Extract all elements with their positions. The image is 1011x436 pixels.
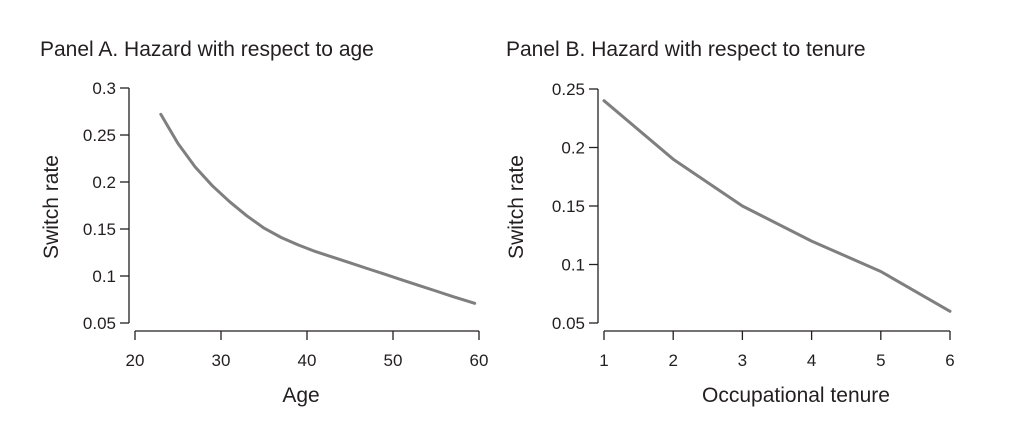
panel-b-x-tick-label: 3 [738, 351, 747, 370]
panel-a-x-tick-label: 30 [212, 351, 231, 370]
panel-a-y-tick-label: 0.15 [83, 220, 116, 239]
panel-b-y-tick-label: 0.05 [552, 314, 585, 333]
panel-a-y-tick-label: 0.05 [83, 314, 116, 333]
panel-b-x-tick-label: 2 [668, 351, 677, 370]
panel-b-y-tick-label: 0.2 [561, 139, 585, 158]
panel-a-y-tick-label: 0.25 [83, 126, 116, 145]
panel-b-x-axis-label: Occupational tenure [702, 384, 890, 407]
panel-a-x-tick-label: 20 [126, 351, 145, 370]
panel-a-y-tick-label: 0.2 [92, 173, 116, 192]
panel-a-x-tick-label: 60 [470, 351, 489, 370]
panel-b-y-tick-label: 0.25 [552, 80, 585, 99]
panel-a-chart: Panel A. Hazard with respect to age Swit… [40, 38, 488, 407]
panel-a-x-tick-label: 40 [298, 351, 317, 370]
panel-b-x-tick-label: 6 [945, 351, 954, 370]
panel-b-title: Panel B. Hazard with respect to tenure [506, 38, 866, 61]
panel-b-y-axis-label: Switch rate [505, 155, 528, 259]
panel-a-x-axis-label: Age [282, 384, 319, 407]
panel-b-chart: Panel B. Hazard with respect to tenure S… [505, 38, 955, 407]
panel-b-x-tick-label: 5 [876, 351, 885, 370]
panel-b-series-line [602, 99, 952, 313]
panel-b-x-tick-label: 1 [599, 351, 608, 370]
panel-a-x-tick-label: 50 [384, 351, 403, 370]
panel-a-title: Panel A. Hazard with respect to age [40, 38, 374, 61]
panel-b-y-tick-label: 0.1 [561, 256, 585, 275]
panel-a-series-line [159, 112, 477, 305]
panel-a-y-tick-label: 0.3 [92, 79, 116, 98]
panel-a-y-axis-label: Switch rate [40, 155, 63, 259]
panel-b-x-tick-label: 4 [807, 351, 816, 370]
panel-b-y-tick-label: 0.15 [552, 197, 585, 216]
panel-a-y-tick-label: 0.1 [92, 267, 116, 286]
